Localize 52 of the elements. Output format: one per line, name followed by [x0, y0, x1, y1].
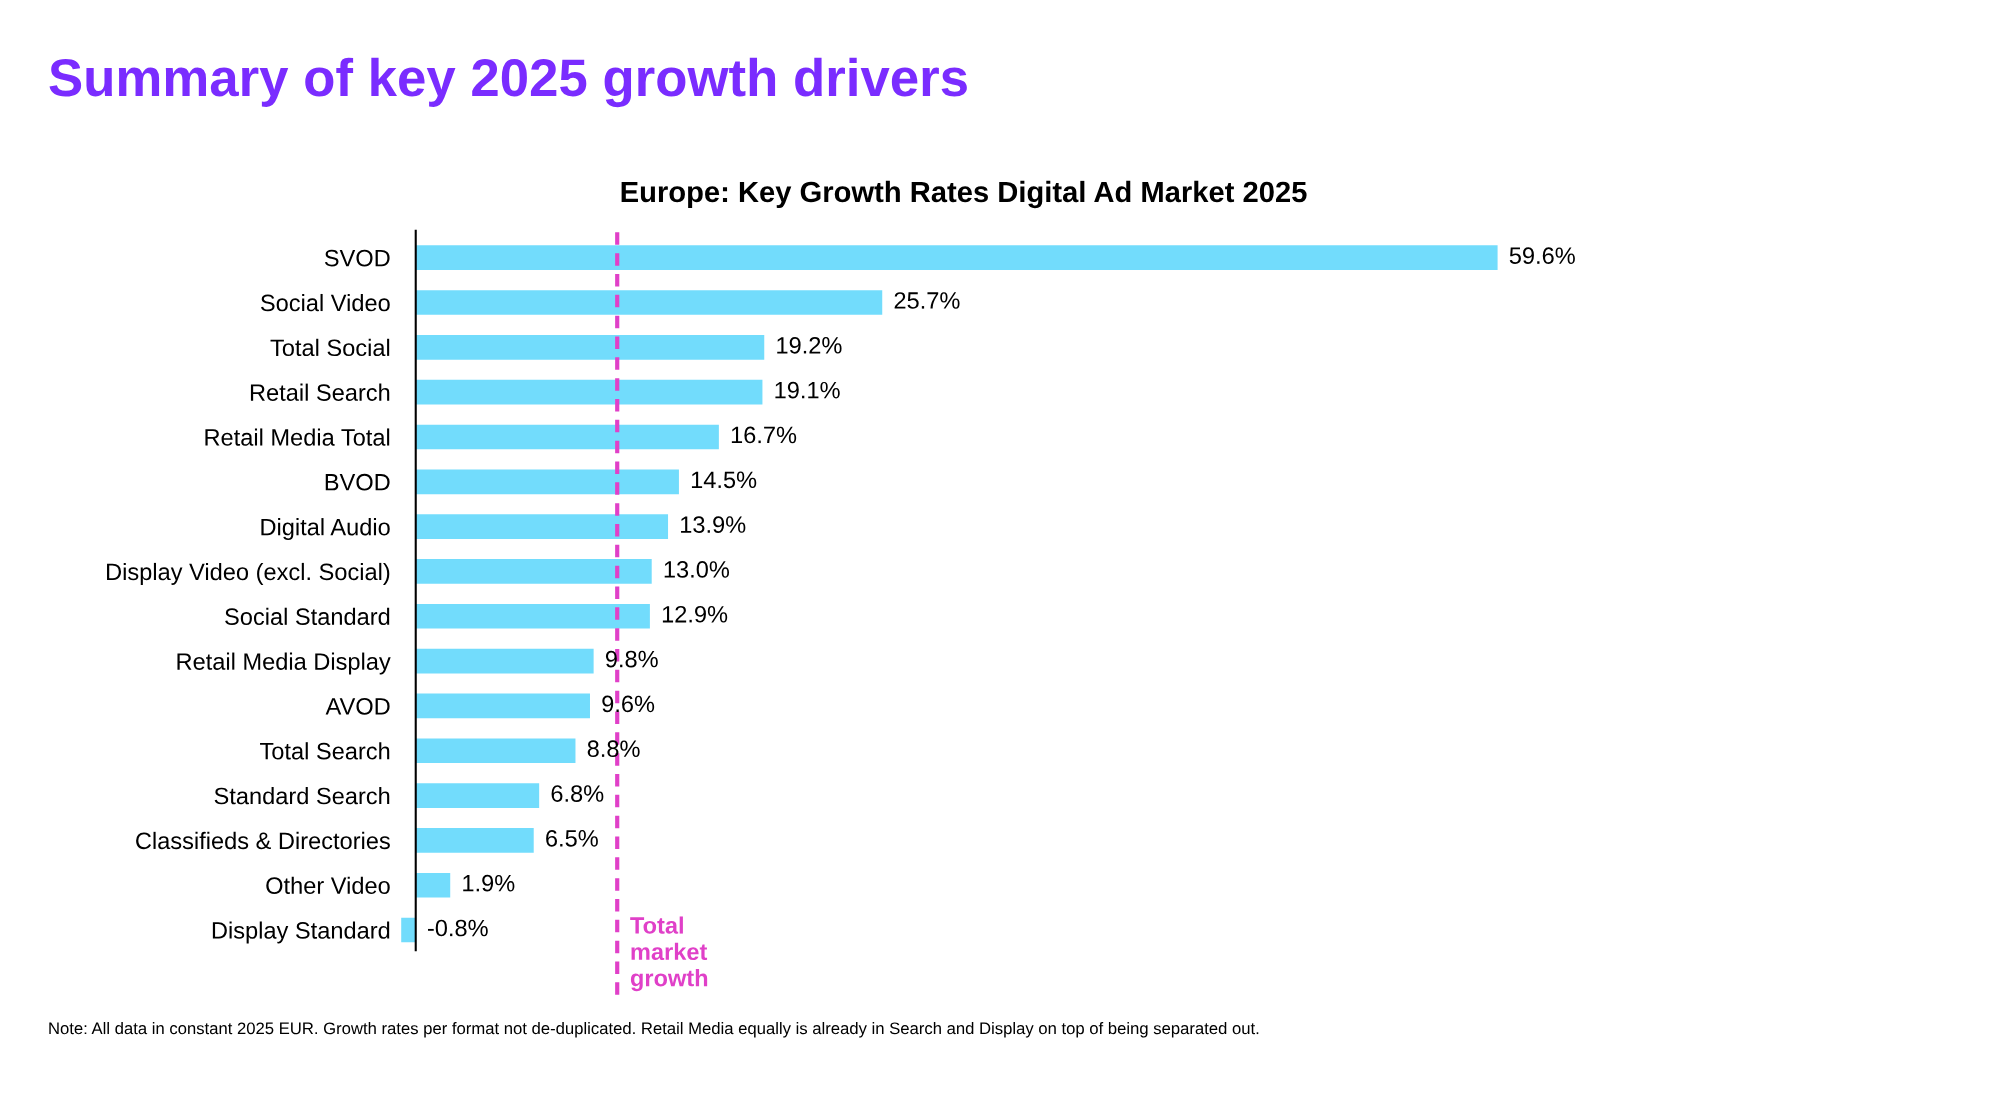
data-label: 9.6% [602, 695, 655, 713]
bar [415, 648, 594, 674]
y-tick-label: Digital Audio [261, 518, 390, 541]
y-tick-label: Other Video [266, 876, 390, 894]
data-label: 19.1% [775, 381, 840, 399]
ref-line-label: Total market growth [630, 916, 708, 992]
bar [415, 379, 763, 405]
y-tick-label: Total Search [260, 742, 390, 760]
bar [415, 245, 1498, 271]
y-tick-label: Total Social [270, 338, 390, 357]
bar [415, 335, 765, 360]
y-tick-label: SVOD [324, 249, 390, 267]
data-label: 16.7% [731, 426, 797, 444]
y-tick-label: Retail Media Display [177, 652, 391, 675]
y-tick-label: Standard Search [214, 787, 390, 805]
y-tick-label: Social Standard [225, 607, 390, 626]
data-label: 9.8% [605, 650, 658, 668]
data-label: 8.8% [587, 740, 640, 758]
y-tick-label: Classifieds & Directories [136, 831, 390, 850]
y-tick-label: AVOD [325, 697, 390, 715]
bar [415, 693, 590, 719]
bar [415, 872, 451, 898]
bar [415, 738, 576, 764]
bar [415, 469, 679, 495]
bar [415, 603, 650, 629]
data-label: 1.9% [463, 874, 515, 892]
y-tick-label: Retail Media Total [205, 428, 390, 446]
y-tick-label: Social Video [260, 293, 390, 312]
text: Note: All data in constant 2025 EUR. Growth rates per format not de-duplicated. Retail Media equally is already in Search and Display on top of being separated out. [49, 1021, 1259, 1038]
bar [415, 290, 883, 315]
bar [415, 828, 534, 853]
y-tick-label: BVOD [325, 473, 390, 491]
data-label: 59.6% [1509, 247, 1575, 265]
y-tick-label: Retail Search [250, 383, 390, 401]
data-label: 13.9% [681, 516, 746, 533]
bar [415, 783, 540, 808]
bar [415, 559, 652, 584]
data-label: 19.2% [777, 336, 842, 354]
bar [401, 917, 416, 943]
data-label: -0.8% [427, 919, 488, 937]
y-tick-label: Display Standard [212, 921, 390, 944]
data-label: 25.7% [894, 292, 960, 309]
data-label: 13.0% [664, 561, 730, 578]
bar [415, 424, 719, 450]
data-label: 6.5% [546, 830, 598, 847]
chart-title: Summary of key 2025 growth drivers [49, 57, 967, 108]
data-label: 6.8% [551, 785, 604, 802]
chart-subtitle: Europe: Key Growth Rates Digital Ad Market 2025 [621, 180, 1307, 209]
bar [415, 514, 669, 539]
y-tick-label: Display Video (excl. Social) [107, 562, 390, 585]
data-label: 14.5% [691, 471, 757, 489]
data-label: 12.9% [662, 605, 728, 623]
